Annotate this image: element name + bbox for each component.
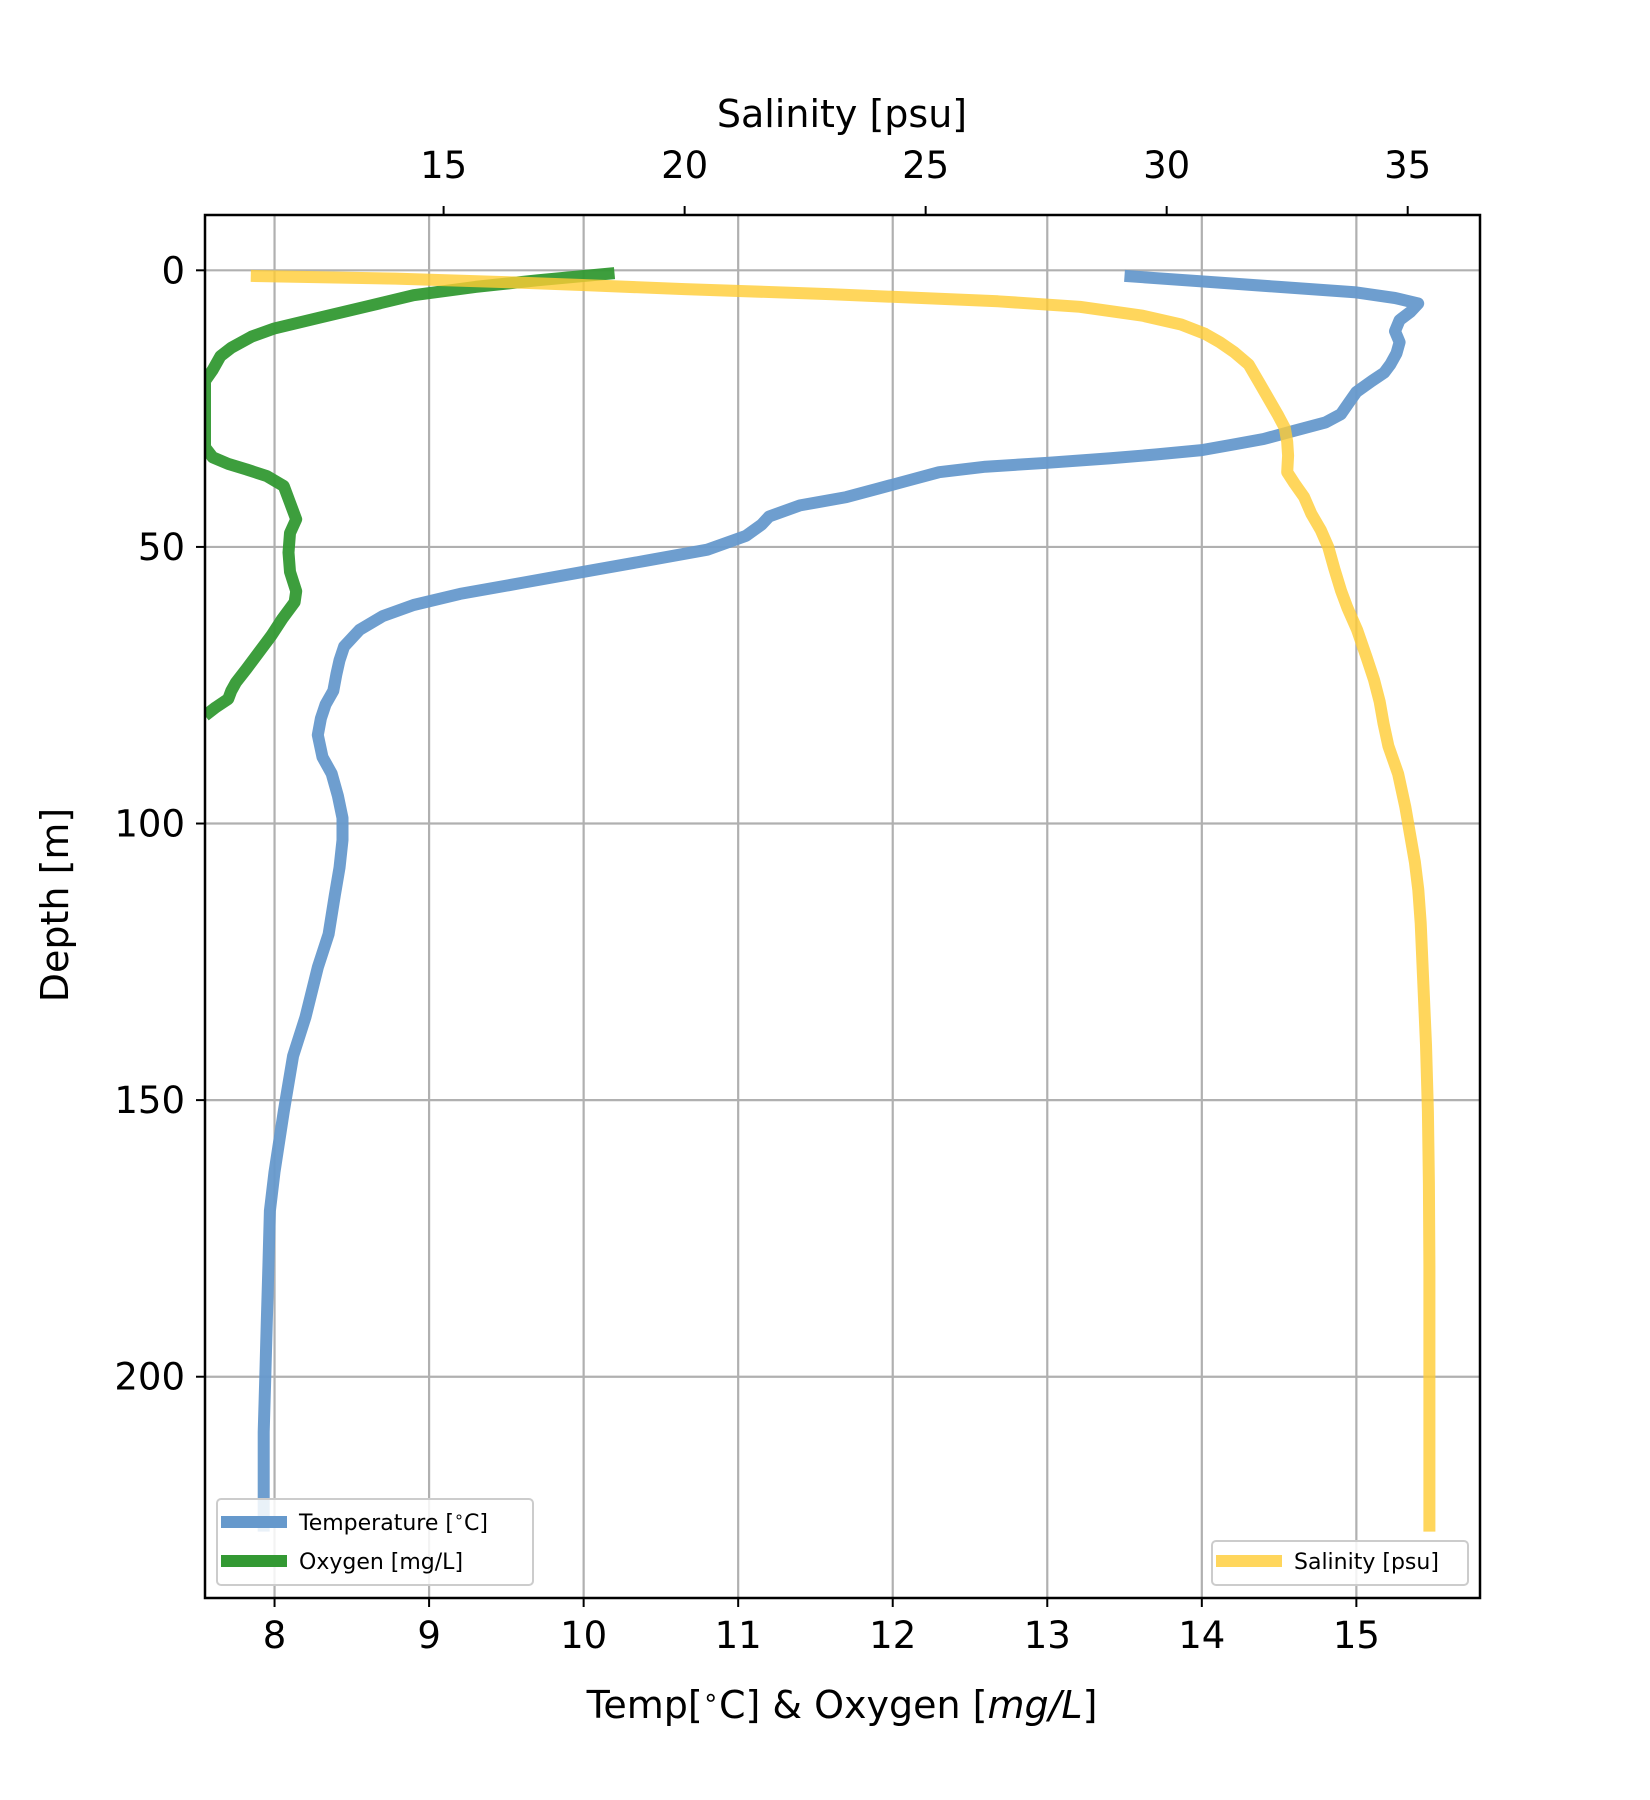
depth-tick-label: 0	[161, 249, 185, 292]
plot-lines	[205, 267, 1436, 1532]
series-line-salinity	[250, 269, 1436, 1532]
depth-axis-label: Depth [m]	[33, 808, 77, 1003]
top-tick-label: 20	[661, 144, 708, 187]
legend-right: Salinity [psu]	[1211, 1540, 1469, 1586]
top-axis-label: Salinity [psu]	[717, 92, 967, 136]
bottom-tick-label: 8	[263, 1614, 287, 1657]
grid	[205, 215, 1480, 1598]
legend-temperature-label: Temperature [∘C]	[298, 1507, 488, 1536]
bottom-tick-label: 9	[417, 1614, 441, 1657]
bottom-tick-label: 15	[1333, 1614, 1380, 1657]
depth-tick-label: 200	[114, 1356, 185, 1399]
legend-oxygen-label: Oxygen [mg/L]	[299, 1550, 463, 1575]
legend-left: Temperature [∘C] Oxygen [mg/L]	[216, 1498, 534, 1586]
bottom-tick-label: 12	[869, 1614, 916, 1657]
legend-salinity-label: Salinity [psu]	[1294, 1550, 1439, 1575]
top-tick-label: 15	[420, 144, 467, 187]
legend-left-frame	[216, 1498, 534, 1586]
top-tick-label: 35	[1384, 144, 1431, 187]
plot-frame	[203, 213, 1482, 1600]
top-tick-label: 25	[902, 144, 949, 187]
depth-tick-label: 50	[138, 526, 185, 569]
bottom-tick-label: 10	[560, 1614, 607, 1657]
top-tick-label: 30	[1143, 144, 1190, 187]
legend-right-frame	[1211, 1540, 1469, 1586]
bottom-axis-label: Temp[∘C] & Oxygen [mg/L]	[586, 1683, 1098, 1727]
axis-ticks: 0 50 100 150 200 8 9 10 11 12 13 14 15 15 20 25 30 35	[114, 144, 1431, 1657]
series-line-oxygen	[205, 267, 616, 721]
series-line-temperature	[257, 269, 1425, 1532]
bottom-tick-label: 11	[715, 1614, 762, 1657]
bottom-tick-label: 13	[1024, 1614, 1071, 1657]
depth-tick-label: 150	[114, 1079, 185, 1122]
depth-tick-label: 100	[114, 803, 185, 846]
bottom-tick-label: 14	[1178, 1614, 1225, 1657]
